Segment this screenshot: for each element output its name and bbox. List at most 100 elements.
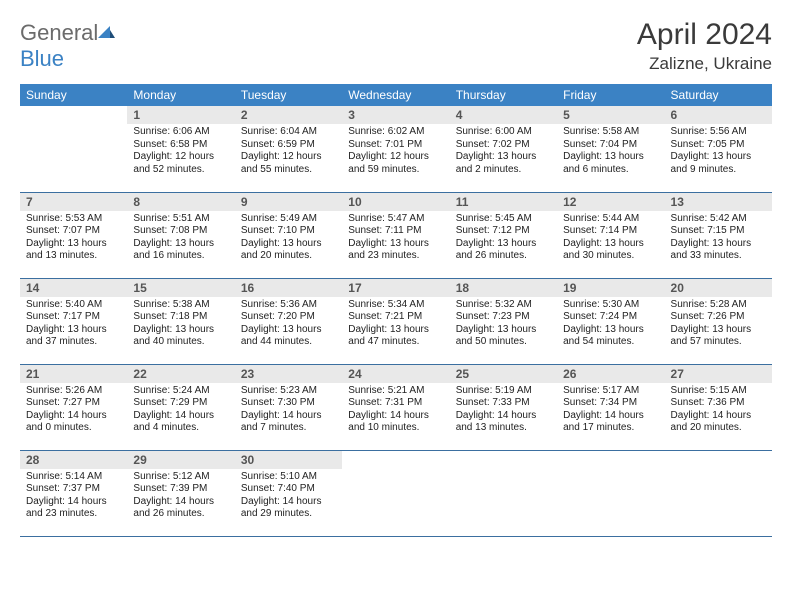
- calendar-cell: .: [342, 450, 449, 536]
- day-header-row: Sunday Monday Tuesday Wednesday Thursday…: [20, 84, 772, 106]
- sunrise-line: Sunrise: 5:53 AM: [26, 213, 102, 224]
- calendar-cell: 24Sunrise: 5:21 AMSunset: 7:31 PMDayligh…: [342, 364, 449, 450]
- day-number: 8: [127, 193, 234, 211]
- day-number: 13: [665, 193, 772, 211]
- day-number: 17: [342, 279, 449, 297]
- calendar-cell: 5Sunrise: 5:58 AMSunset: 7:04 PMDaylight…: [557, 106, 664, 192]
- sunrise-line: Sunrise: 5:14 AM: [26, 471, 102, 482]
- sunset-line: Sunset: 7:24 PM: [563, 311, 637, 322]
- calendar-cell: .: [20, 106, 127, 192]
- sunrise-line: Sunrise: 6:00 AM: [456, 126, 532, 137]
- sunset-line: Sunset: 7:04 PM: [563, 139, 637, 150]
- day-details: Sunrise: 5:56 AMSunset: 7:05 PMDaylight:…: [665, 124, 772, 180]
- day-number: 24: [342, 365, 449, 383]
- sunset-line: Sunset: 7:15 PM: [671, 225, 745, 236]
- daylight-line: Daylight: 13 hours and 2 minutes.: [456, 151, 537, 175]
- day-details: Sunrise: 5:17 AMSunset: 7:34 PMDaylight:…: [557, 383, 664, 439]
- day-number: 28: [20, 451, 127, 469]
- daylight-line: Daylight: 13 hours and 6 minutes.: [563, 151, 644, 175]
- sunrise-line: Sunrise: 5:19 AM: [456, 385, 532, 396]
- day-number: 19: [557, 279, 664, 297]
- day-number: 21: [20, 365, 127, 383]
- day-number: 26: [557, 365, 664, 383]
- logo-sail-icon: [96, 20, 116, 46]
- sunset-line: Sunset: 7:27 PM: [26, 397, 100, 408]
- day-number: 4: [450, 106, 557, 124]
- dayhead-wed: Wednesday: [342, 84, 449, 106]
- day-details: Sunrise: 5:53 AMSunset: 7:07 PMDaylight:…: [20, 211, 127, 267]
- day-number: 25: [450, 365, 557, 383]
- daylight-line: Daylight: 13 hours and 9 minutes.: [671, 151, 752, 175]
- sunset-line: Sunset: 7:39 PM: [133, 483, 207, 494]
- calendar-cell: 21Sunrise: 5:26 AMSunset: 7:27 PMDayligh…: [20, 364, 127, 450]
- calendar-cell: 14Sunrise: 5:40 AMSunset: 7:17 PMDayligh…: [20, 278, 127, 364]
- sunset-line: Sunset: 7:14 PM: [563, 225, 637, 236]
- sunrise-line: Sunrise: 6:04 AM: [241, 126, 317, 137]
- sunrise-line: Sunrise: 5:45 AM: [456, 213, 532, 224]
- day-number: 16: [235, 279, 342, 297]
- day-details: Sunrise: 5:34 AMSunset: 7:21 PMDaylight:…: [342, 297, 449, 353]
- day-number: 29: [127, 451, 234, 469]
- day-number: 10: [342, 193, 449, 211]
- daylight-line: Daylight: 14 hours and 10 minutes.: [348, 410, 429, 434]
- daylight-line: Daylight: 13 hours and 37 minutes.: [26, 324, 107, 348]
- day-details: Sunrise: 5:10 AMSunset: 7:40 PMDaylight:…: [235, 469, 342, 525]
- calendar-cell: 28Sunrise: 5:14 AMSunset: 7:37 PMDayligh…: [20, 450, 127, 536]
- dayhead-mon: Monday: [127, 84, 234, 106]
- dayhead-thu: Thursday: [450, 84, 557, 106]
- sunrise-line: Sunrise: 5:44 AM: [563, 213, 639, 224]
- calendar-cell: .: [450, 450, 557, 536]
- day-details: Sunrise: 5:42 AMSunset: 7:15 PMDaylight:…: [665, 211, 772, 267]
- calendar-cell: 27Sunrise: 5:15 AMSunset: 7:36 PMDayligh…: [665, 364, 772, 450]
- day-number: 5: [557, 106, 664, 124]
- sunrise-line: Sunrise: 5:51 AM: [133, 213, 209, 224]
- sunrise-line: Sunrise: 5:30 AM: [563, 299, 639, 310]
- day-details: Sunrise: 5:49 AMSunset: 7:10 PMDaylight:…: [235, 211, 342, 267]
- sunset-line: Sunset: 7:29 PM: [133, 397, 207, 408]
- daylight-line: Daylight: 13 hours and 40 minutes.: [133, 324, 214, 348]
- daylight-line: Daylight: 13 hours and 47 minutes.: [348, 324, 429, 348]
- sunrise-line: Sunrise: 5:47 AM: [348, 213, 424, 224]
- sunrise-line: Sunrise: 5:28 AM: [671, 299, 747, 310]
- calendar-row: 7Sunrise: 5:53 AMSunset: 7:07 PMDaylight…: [20, 192, 772, 278]
- sunrise-line: Sunrise: 5:21 AM: [348, 385, 424, 396]
- daylight-line: Daylight: 14 hours and 13 minutes.: [456, 410, 537, 434]
- day-number: 12: [557, 193, 664, 211]
- calendar-table: Sunday Monday Tuesday Wednesday Thursday…: [20, 84, 772, 537]
- dayhead-sat: Saturday: [665, 84, 772, 106]
- sunrise-line: Sunrise: 5:36 AM: [241, 299, 317, 310]
- month-title: April 2024: [637, 18, 772, 52]
- calendar-cell: 11Sunrise: 5:45 AMSunset: 7:12 PMDayligh…: [450, 192, 557, 278]
- daylight-line: Daylight: 14 hours and 4 minutes.: [133, 410, 214, 434]
- sunset-line: Sunset: 7:01 PM: [348, 139, 422, 150]
- day-number: 18: [450, 279, 557, 297]
- sunset-line: Sunset: 7:08 PM: [133, 225, 207, 236]
- sunrise-line: Sunrise: 5:17 AM: [563, 385, 639, 396]
- day-number: 23: [235, 365, 342, 383]
- daylight-line: Daylight: 12 hours and 59 minutes.: [348, 151, 429, 175]
- day-details: Sunrise: 5:44 AMSunset: 7:14 PMDaylight:…: [557, 211, 664, 267]
- day-details: Sunrise: 5:23 AMSunset: 7:30 PMDaylight:…: [235, 383, 342, 439]
- day-details: Sunrise: 6:00 AM Sunset: 7:02 PMDaylight:…: [450, 124, 557, 180]
- daylight-line: Daylight: 13 hours and 50 minutes.: [456, 324, 537, 348]
- calendar-cell: 1Sunrise: 6:06 AMSunset: 6:58 PMDaylight…: [127, 106, 234, 192]
- day-number: 27: [665, 365, 772, 383]
- calendar-cell: 13Sunrise: 5:42 AMSunset: 7:15 PMDayligh…: [665, 192, 772, 278]
- day-details: Sunrise: 5:15 AMSunset: 7:36 PMDaylight:…: [665, 383, 772, 439]
- calendar-cell: 19Sunrise: 5:30 AMSunset: 7:24 PMDayligh…: [557, 278, 664, 364]
- calendar-row: 14Sunrise: 5:40 AMSunset: 7:17 PMDayligh…: [20, 278, 772, 364]
- brand-part1: General: [20, 20, 98, 45]
- daylight-line: Daylight: 14 hours and 23 minutes.: [26, 496, 107, 520]
- calendar-row: . 1Sunrise: 6:06 AMSunset: 6:58 PMDaylig…: [20, 106, 772, 192]
- day-number: 7: [20, 193, 127, 211]
- sunset-line: Sunset: 7:26 PM: [671, 311, 745, 322]
- day-number: 6: [665, 106, 772, 124]
- dayhead-sun: Sunday: [20, 84, 127, 106]
- day-details: Sunrise: 5:26 AMSunset: 7:27 PMDaylight:…: [20, 383, 127, 439]
- daylight-line: Daylight: 14 hours and 29 minutes.: [241, 496, 322, 520]
- sunset-line: Sunset: 7:05 PM: [671, 139, 745, 150]
- sunset-line: Sunset: 7:02 PM: [456, 139, 530, 150]
- sunrise-line: Sunrise: 5:32 AM: [456, 299, 532, 310]
- sunset-line: Sunset: 7:40 PM: [241, 483, 315, 494]
- sunrise-line: Sunrise: 5:15 AM: [671, 385, 747, 396]
